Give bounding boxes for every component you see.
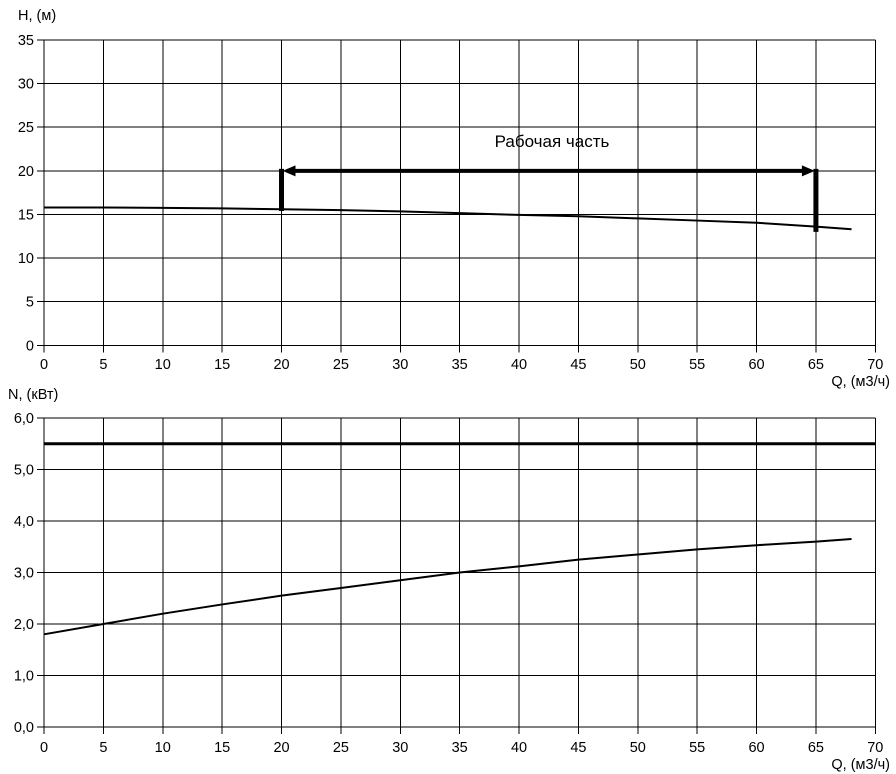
y-tick-label: 3,0 xyxy=(14,566,34,582)
x-tick-label: 55 xyxy=(689,357,705,373)
power-chart-x-axis-title: Q, (м3/ч) xyxy=(831,757,890,773)
x-tick-label: 40 xyxy=(511,357,527,373)
y-tick-label: 2,0 xyxy=(14,617,34,633)
x-tick-label: 20 xyxy=(273,740,289,756)
x-tick-label: 60 xyxy=(748,357,764,373)
x-tick-label: 5 xyxy=(99,357,107,373)
y-tick-label: 25 xyxy=(18,120,34,136)
y-tick-label: 5 xyxy=(26,295,34,311)
head-chart: 0 5 10 15 20 25 30 35 40 45 50 55 60 65 70 0 5 10 15 20 25 30… xyxy=(18,33,884,373)
y-tick-label: 4,0 xyxy=(14,514,34,530)
working-range-annotation xyxy=(279,165,819,232)
head-chart-grid xyxy=(37,39,876,353)
head-chart-x-axis-title: Q, (м3/ч) xyxy=(831,374,890,390)
x-tick-label: 20 xyxy=(273,357,289,373)
x-tick-label: 45 xyxy=(570,357,586,373)
x-tick-label: 25 xyxy=(333,740,349,756)
y-tick-label: 35 xyxy=(18,33,34,49)
x-tick-label: 5 xyxy=(99,740,107,756)
y-tick-label: 6,0 xyxy=(14,411,34,427)
power-chart-y-axis-title: N, (кВт) xyxy=(8,387,58,403)
x-tick-label: 15 xyxy=(214,357,230,373)
x-tick-label: 0 xyxy=(40,357,48,373)
y-tick-label: 15 xyxy=(18,207,34,223)
x-tick-label: 40 xyxy=(511,740,527,756)
x-tick-label: 0 xyxy=(40,740,48,756)
y-tick-label: 0,0 xyxy=(14,720,34,736)
x-tick-label: 30 xyxy=(392,357,408,373)
x-tick-label: 30 xyxy=(392,740,408,756)
x-tick-label: 10 xyxy=(155,357,171,373)
x-tick-label: 50 xyxy=(630,740,646,756)
x-tick-label: 65 xyxy=(808,357,824,373)
y-tick-label: 20 xyxy=(18,164,34,180)
x-tick-label: 50 xyxy=(630,357,646,373)
x-tick-label: 55 xyxy=(689,740,705,756)
x-tick-label: 70 xyxy=(867,740,883,756)
x-tick-label: 60 xyxy=(748,740,764,756)
arrowhead-right-icon xyxy=(801,165,815,177)
x-tick-label: 15 xyxy=(214,740,230,756)
pump-power-curve xyxy=(43,538,852,636)
y-tick-label: 0 xyxy=(26,338,34,354)
power-chart-grid xyxy=(37,417,876,734)
y-tick-label: 30 xyxy=(18,77,34,93)
x-tick-label: 45 xyxy=(570,740,586,756)
y-tick-label: 1,0 xyxy=(14,669,34,685)
x-tick-label: 25 xyxy=(333,357,349,373)
pump-head-curve xyxy=(44,206,852,231)
x-tick-label: 35 xyxy=(452,357,468,373)
arrowhead-left-icon xyxy=(282,165,296,177)
y-tick-label: 5,0 xyxy=(14,463,34,479)
x-tick-label: 10 xyxy=(155,740,171,756)
x-tick-label: 35 xyxy=(452,740,468,756)
x-tick-label: 65 xyxy=(808,740,824,756)
head-chart-y-axis-title: H, (м) xyxy=(18,8,56,24)
working-range-label: Рабочая часть xyxy=(495,132,610,151)
x-tick-label: 70 xyxy=(867,357,883,373)
y-tick-label: 10 xyxy=(18,251,34,267)
power-chart: 0 5 10 15 20 25 30 35 40 45 50 55 60 65 70 0,0 1,0 2,0 3,0… xyxy=(14,411,884,756)
